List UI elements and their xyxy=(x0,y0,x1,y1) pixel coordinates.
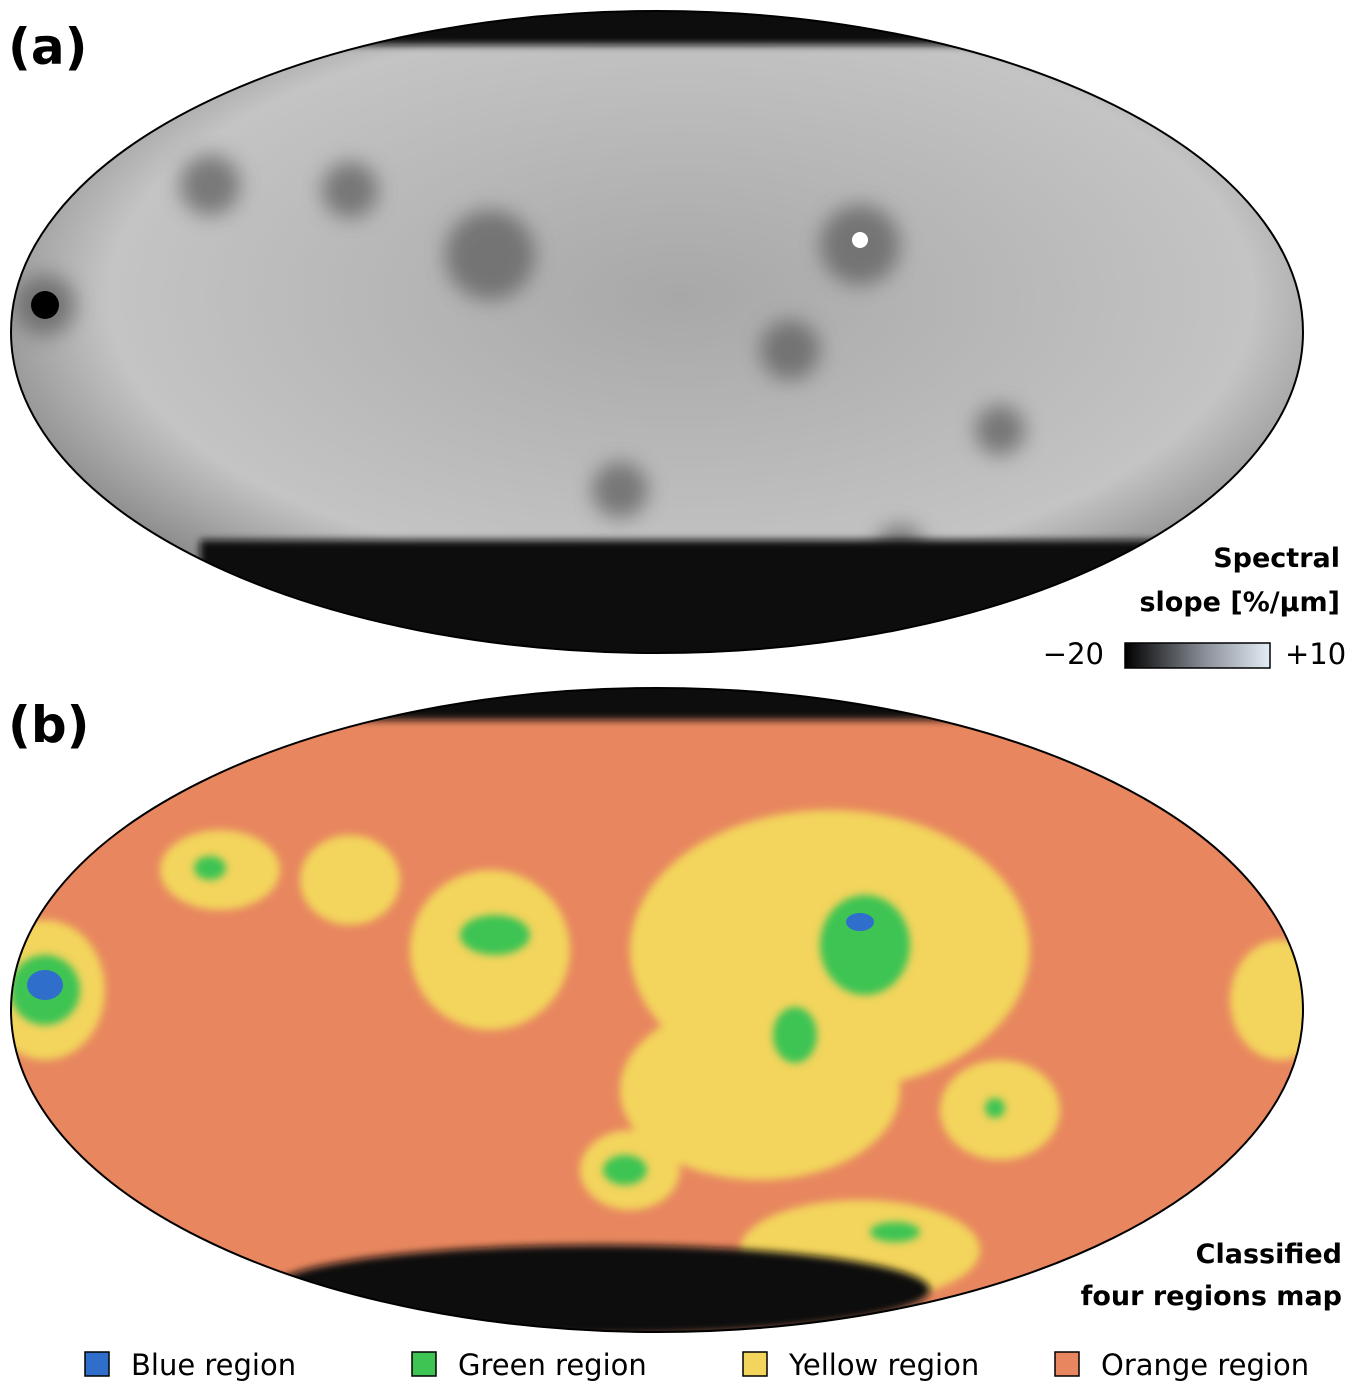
colorbar-title: Spectral xyxy=(1213,543,1340,574)
figure: (a) Spectral slope [%/µm] −20 +10 (b) xyxy=(0,0,1362,1391)
legend-swatch xyxy=(743,1352,767,1376)
legend-label: Blue region xyxy=(131,1348,296,1382)
panel-label: (a) xyxy=(8,18,87,76)
map-title: four regions map xyxy=(1081,1281,1342,1312)
legend-swatch xyxy=(85,1352,109,1376)
legend-label: Orange region xyxy=(1101,1348,1309,1382)
legend-swatch xyxy=(1055,1352,1079,1376)
legend-label: Green region xyxy=(458,1348,647,1382)
legend: Blue region Green region Yellow region Oran… xyxy=(85,1348,1309,1382)
panel-label: (b) xyxy=(8,696,90,754)
classified-map xyxy=(0,680,1362,1340)
colorbar-max: +10 xyxy=(1285,637,1346,671)
spectral-slope-map xyxy=(0,0,1362,670)
legend-label: Yellow region xyxy=(788,1348,979,1382)
map-title: Classified xyxy=(1196,1239,1342,1270)
legend-swatch xyxy=(412,1352,436,1376)
colorbar xyxy=(1125,643,1270,668)
colorbar-min: −20 xyxy=(1043,637,1104,671)
colorbar-title: slope [%/µm] xyxy=(1139,587,1340,618)
